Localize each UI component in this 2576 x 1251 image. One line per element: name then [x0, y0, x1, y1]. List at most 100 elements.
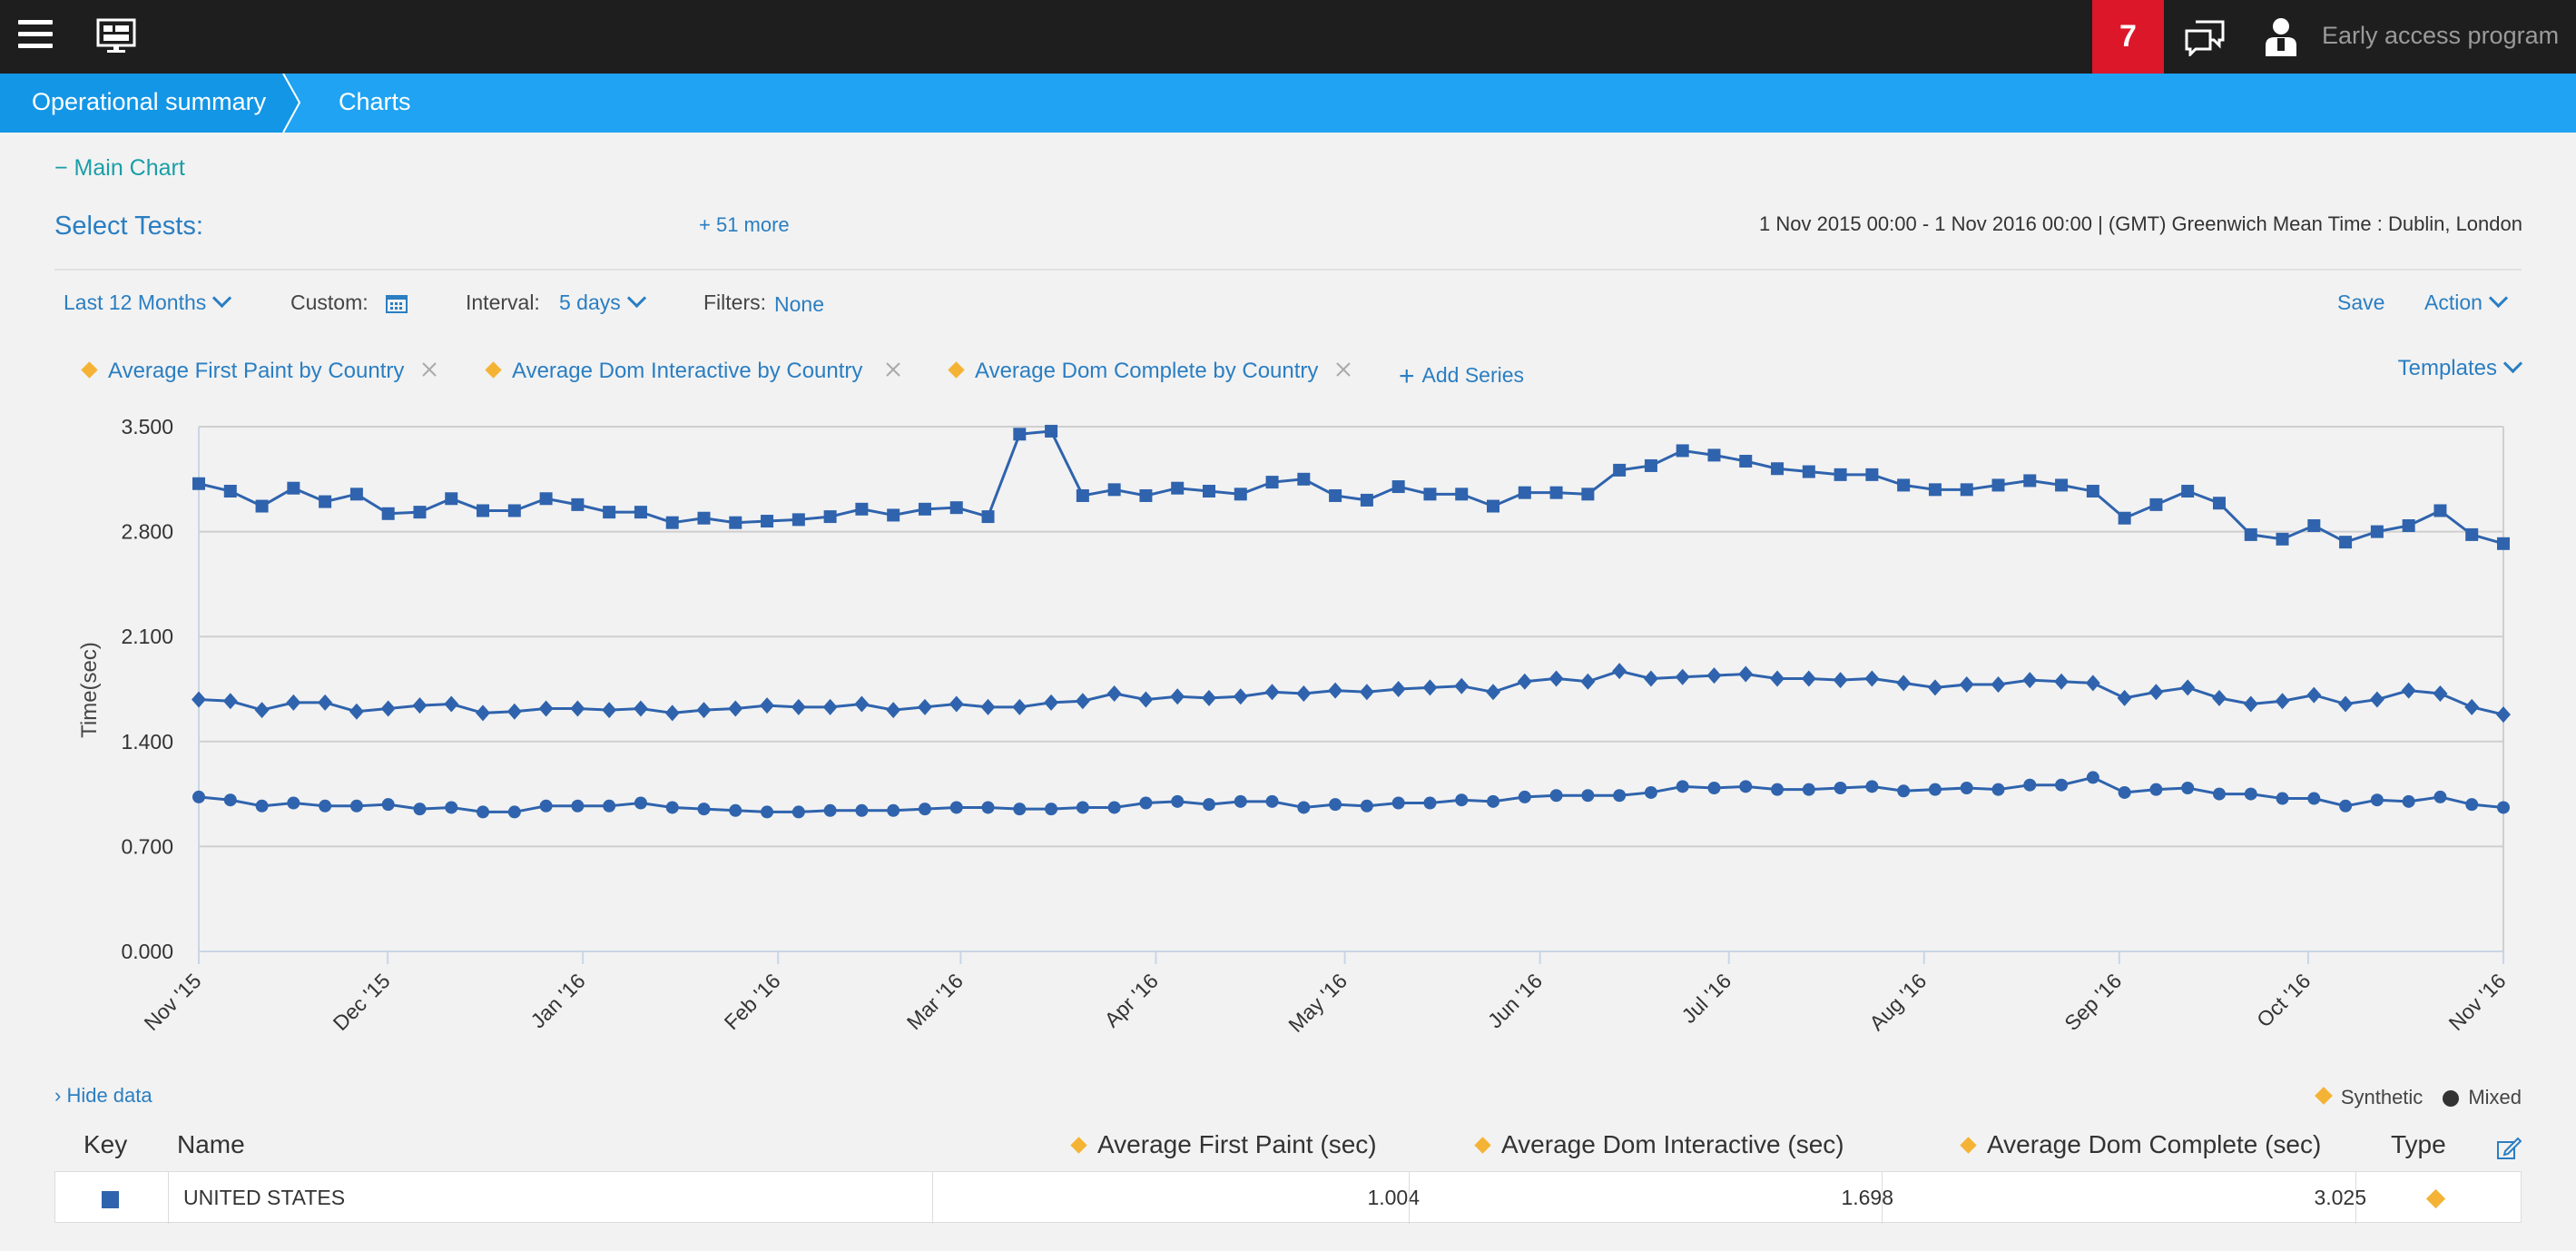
data-point-diamond	[791, 698, 806, 715]
x-tick-label: Jul '16	[1676, 969, 1735, 1028]
cell-divider	[932, 1172, 933, 1224]
data-point-diamond	[1643, 670, 1658, 687]
notification-badge[interactable]: 7	[2092, 0, 2164, 74]
row-name: UNITED STATES	[183, 1186, 346, 1209]
data-point-diamond	[1612, 663, 1627, 680]
data-point-circle	[981, 801, 995, 814]
column-header-dom-complete[interactable]: Average Dom Complete (sec)	[1960, 1130, 2321, 1159]
column-header-first-paint[interactable]: Average First Paint (sec)	[1070, 1130, 1377, 1159]
data-point-square	[1707, 448, 1721, 462]
data-point-circle	[855, 803, 869, 817]
data-point-diamond	[2085, 675, 2100, 692]
data-point-square	[349, 488, 363, 501]
data-point-square	[2497, 537, 2510, 550]
series-chip-dom-interactive[interactable]: Average Dom Interactive by Country	[485, 359, 862, 384]
data-point-square	[1076, 488, 1089, 502]
data-point-circle	[1107, 801, 1121, 814]
data-point-square	[413, 506, 427, 519]
line-chart: 0.000 0.700 1.400 2.100 2.800 3.500 Nov '15 De…	[77, 415, 2511, 1037]
calendar-icon[interactable]	[386, 293, 408, 313]
data-point-square	[1549, 486, 1563, 499]
series-chip-dom-complete[interactable]: Average Dom Complete by Country	[948, 359, 1319, 384]
series-chip-label: Average First Paint by Country	[108, 359, 405, 383]
row-first-paint: 1.004	[1367, 1186, 1420, 1209]
menu-icon[interactable]	[18, 20, 53, 53]
data-point-square	[1139, 488, 1153, 502]
data-point-square	[887, 508, 900, 522]
data-point-square	[223, 485, 237, 498]
data-point-circle	[2276, 792, 2289, 805]
data-point-square	[2181, 485, 2195, 498]
data-point-square	[2055, 478, 2069, 492]
data-point-circle	[1423, 796, 1437, 810]
data-point-diamond	[1106, 685, 1122, 702]
data-point-square	[1897, 478, 1911, 492]
action-dropdown[interactable]: Action	[2424, 288, 2509, 315]
y-axis-ticks: 0.000 0.700 1.400 2.100 2.800 3.500	[121, 415, 173, 963]
period-dropdown[interactable]: Last 12 Months	[64, 288, 232, 315]
data-point-square	[2433, 504, 2447, 517]
data-point-diamond	[1296, 685, 1312, 702]
data-point-square	[287, 481, 300, 495]
breadcrumb: Operational summary Charts	[0, 74, 2576, 133]
x-tick-label: Sep '16	[2060, 969, 2126, 1035]
data-point-circle	[918, 803, 931, 816]
data-point-square	[539, 492, 553, 506]
data-point-square	[192, 477, 205, 490]
synthetic-diamond-icon	[948, 361, 965, 379]
column-header-type[interactable]: Type	[2391, 1130, 2446, 1158]
y-tick-label: 2.100	[121, 625, 173, 648]
more-tests-link[interactable]: + 51 more	[699, 213, 790, 236]
data-point-circle	[349, 799, 363, 813]
data-point-circle	[697, 803, 711, 816]
data-point-circle	[1897, 784, 1911, 798]
data-point-square	[445, 492, 458, 506]
main-chart-toggle[interactable]: − Main Chart	[54, 155, 185, 181]
breadcrumb-item-operational-summary[interactable]: Operational summary	[32, 88, 267, 115]
templates-dropdown[interactable]: Templates	[2398, 353, 2523, 381]
data-point-circle	[1802, 783, 1815, 796]
close-icon[interactable]	[420, 360, 438, 379]
interval-dropdown[interactable]: 5 days	[559, 288, 646, 315]
data-point-diamond	[2369, 691, 2384, 708]
data-point-diamond	[1959, 676, 1974, 694]
hide-data-toggle[interactable]: › Hide data	[54, 1084, 152, 1107]
data-point-circle	[1834, 781, 1847, 794]
breadcrumb-item-charts[interactable]: Charts	[339, 88, 411, 115]
data-point-square	[634, 506, 647, 519]
save-button[interactable]: Save	[2337, 291, 2385, 314]
column-header-dom-interactive[interactable]: Average Dom Interactive (sec)	[1474, 1130, 1844, 1159]
data-point-circle	[2465, 798, 2479, 812]
edit-icon[interactable]	[2496, 1135, 2522, 1160]
monitor-icon[interactable]	[96, 18, 136, 54]
table-row[interactable]: UNITED STATES 1.004 1.698 3.025	[54, 1171, 2522, 1224]
early-access-link[interactable]: Early access program	[2322, 22, 2560, 49]
data-point-circle	[1234, 794, 1247, 808]
data-point-square	[1834, 468, 1847, 481]
chat-icon[interactable]	[2183, 18, 2227, 56]
data-point-diamond	[2022, 672, 2038, 689]
data-point-circle	[1613, 789, 1627, 803]
data-point-diamond	[664, 704, 680, 722]
data-point-circle	[1518, 790, 1531, 803]
data-point-square	[2402, 518, 2415, 532]
data-point-circle	[1076, 801, 1089, 814]
synthetic-diamond-icon	[485, 361, 502, 379]
series-chip-label: Average Dom Complete by Country	[975, 359, 1319, 383]
column-header-name[interactable]: Name	[177, 1130, 245, 1158]
column-header-key[interactable]: Key	[84, 1130, 128, 1158]
filters-value[interactable]: None	[774, 292, 824, 316]
chart-series	[192, 424, 2511, 819]
series-chip-first-paint[interactable]: Average First Paint by Country	[81, 359, 405, 384]
close-icon[interactable]	[884, 360, 902, 379]
data-point-square	[1202, 485, 1215, 498]
data-point-diamond	[570, 700, 585, 717]
close-icon[interactable]	[1334, 360, 1352, 379]
data-point-diamond	[822, 698, 838, 715]
data-point-circle	[1581, 789, 1595, 803]
add-series-button[interactable]: + Add Series	[1399, 359, 1524, 391]
data-point-diamond	[980, 698, 996, 715]
data-point-circle	[2055, 778, 2069, 792]
data-point-square	[1329, 488, 1342, 502]
data-point-square	[1771, 462, 1785, 476]
